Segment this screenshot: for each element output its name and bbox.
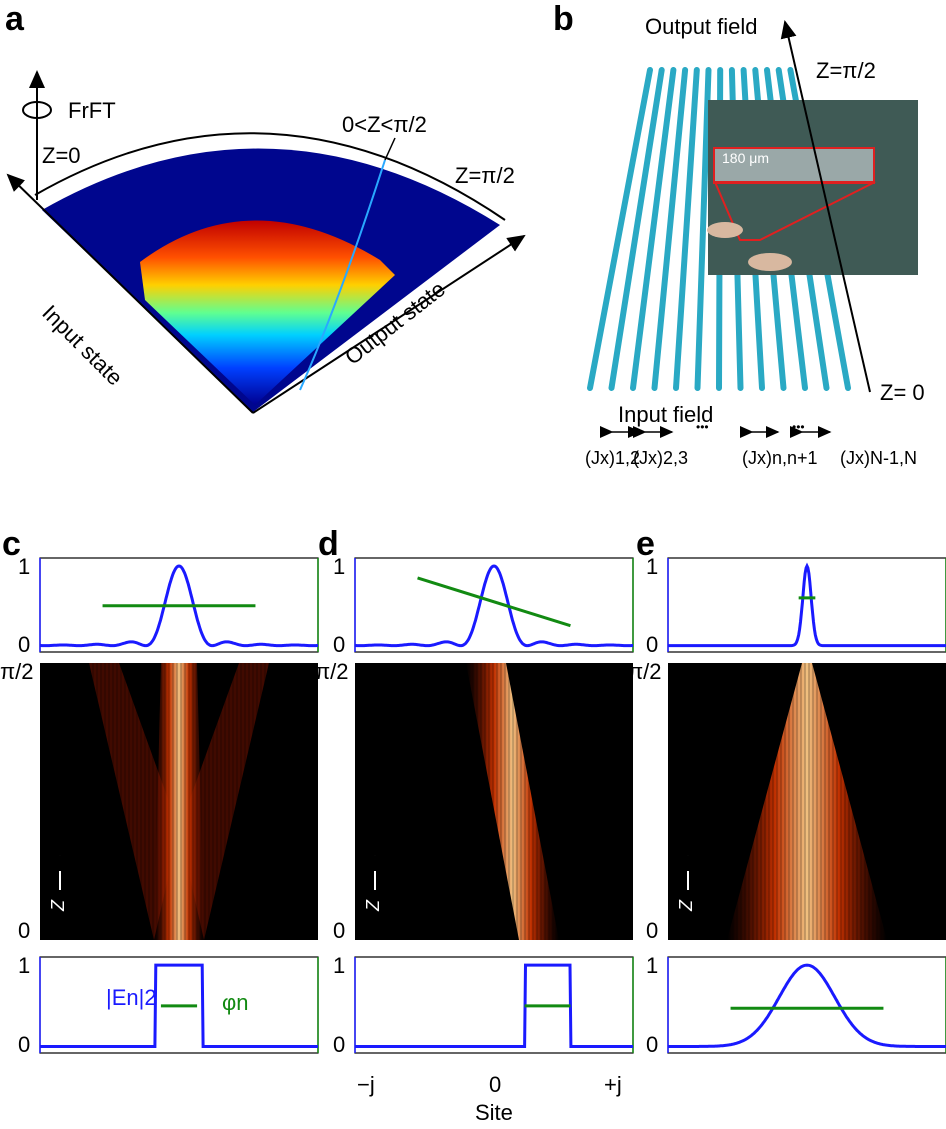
z-tick-top: π/2 <box>0 659 34 684</box>
coupling-1: (Jx)1,2 <box>585 448 641 468</box>
intensity-curve-c-input <box>40 963 318 1048</box>
y-tick-0: 0 <box>333 1032 346 1058</box>
z-tick-bottom: 0 <box>646 918 659 943</box>
y-tick-1: 1 <box>646 953 659 979</box>
y-tick-1: 1 <box>18 953 31 979</box>
x-tick-pos: +j <box>604 1072 622 1097</box>
z-tick-top: π/2 <box>628 659 662 684</box>
panel-label-b: b <box>553 0 574 38</box>
output-field-label: Output field <box>645 14 758 39</box>
z-tick-bottom: 0 <box>18 918 31 943</box>
panel-label-d: d <box>318 525 339 563</box>
waveguide <box>587 67 653 391</box>
y-tick-0: 0 <box>18 631 31 657</box>
b-zend-label: Z=π/2 <box>816 58 876 83</box>
intensity-curve-e-input <box>668 963 946 1048</box>
panel-label-a: a <box>5 0 24 38</box>
intensity-label: |En|2 <box>106 985 157 1010</box>
input-axis <box>6 173 254 414</box>
plot-frame-d-output <box>354 557 634 653</box>
x-axis-label: Site <box>475 1100 513 1125</box>
z-arrow-label: Z <box>48 900 68 911</box>
y-tick-0: 0 <box>646 1032 659 1058</box>
y-tick-1: 1 <box>18 553 31 579</box>
frft-label: FrFT <box>68 98 116 123</box>
phase-line-d-output <box>417 576 571 628</box>
plots <box>39 557 946 1054</box>
outer-arc <box>34 132 506 221</box>
ellipsis-1: ••• <box>696 420 709 434</box>
panel-a-wedge <box>6 70 526 414</box>
z-arrow-label: Z <box>676 900 696 911</box>
waveguide <box>608 67 665 391</box>
y-tick-0: 0 <box>333 631 346 657</box>
y-tick-0: 0 <box>18 1032 31 1058</box>
output-axis <box>252 234 526 414</box>
zend-label: Z=π/2 <box>455 163 515 188</box>
beam-surface <box>140 220 395 405</box>
coupling-2: (Jx)2,3 <box>633 448 689 468</box>
z-tick-bottom: 0 <box>333 918 346 943</box>
z-tick-top: π/2 <box>315 659 349 684</box>
y-tick-0: 0 <box>646 631 659 657</box>
plot-frame-d-input <box>354 956 634 1054</box>
waveguide <box>694 67 712 391</box>
heatmap-e <box>668 663 946 940</box>
slice-line <box>299 159 386 391</box>
heatmap-c <box>40 663 318 940</box>
waveguide <box>673 67 700 391</box>
coupling-N: (Jx)N-1,N <box>840 448 917 468</box>
heatmap-d <box>355 663 633 940</box>
waveguide <box>651 67 689 391</box>
b-z0-label: Z= 0 <box>880 380 925 405</box>
y-tick-1: 1 <box>646 553 659 579</box>
waveguide <box>630 67 677 391</box>
z-arrow-label: Z <box>363 900 383 911</box>
ellipsis-2: ••• <box>792 420 805 434</box>
zmid-label: 0<Z<π/2 <box>342 112 427 137</box>
x-tick-neg: −j <box>357 1072 375 1097</box>
waveguide-stripes <box>40 663 318 940</box>
z0-label: Z=0 <box>42 143 81 168</box>
panel-label-e: e <box>636 525 655 563</box>
propagation-axis <box>780 20 871 393</box>
inset-photo <box>707 100 918 275</box>
panel-label-c: c <box>2 525 21 563</box>
waveguide-stripes <box>668 663 946 940</box>
y-tick-1: 1 <box>333 553 346 579</box>
y-tick-1: 1 <box>333 953 346 979</box>
intensity-curve-c-output <box>40 564 318 648</box>
intensity-curve-d-input <box>355 963 633 1048</box>
input-field-label: Input field <box>618 402 714 427</box>
coupling-n: (Jx)n,n+1 <box>742 448 818 468</box>
phase-label: φn <box>222 990 249 1015</box>
plot-frame-e-input <box>667 956 946 1054</box>
waveguide-stripes <box>355 663 633 940</box>
intensity-curve-e-output <box>668 562 946 648</box>
plot-frame-e-output <box>667 557 946 653</box>
inset-scale-label: 180 μm <box>722 150 769 166</box>
intensity-curve-d-output <box>355 564 633 648</box>
rotation-arrow-icon <box>22 101 52 119</box>
x-tick-zero: 0 <box>489 1072 502 1097</box>
